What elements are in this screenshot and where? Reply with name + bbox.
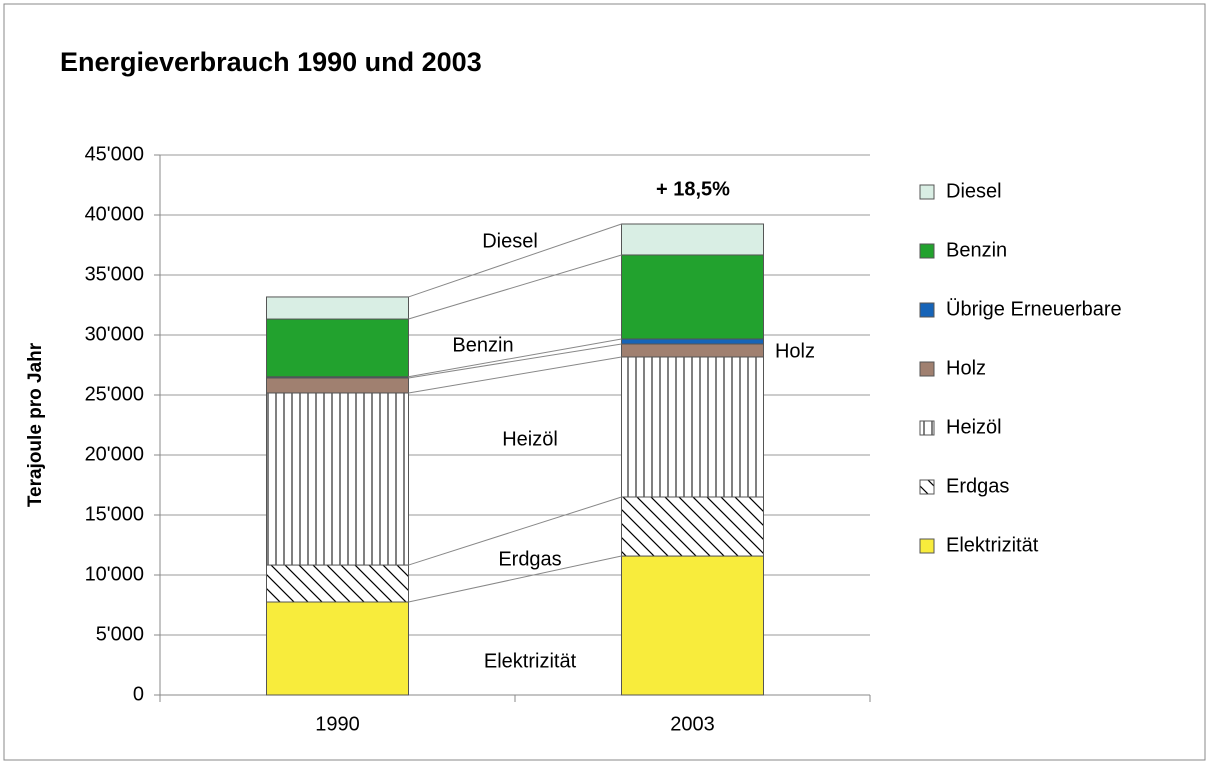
annotation: Benzin xyxy=(452,334,513,356)
frame xyxy=(3,3,1206,761)
annotation: Heizöl xyxy=(502,428,558,450)
y-tick-label: 15'000 xyxy=(85,503,144,525)
connector xyxy=(408,496,622,566)
y-axis-label: Terajoule pro Jahr xyxy=(25,342,46,507)
connector xyxy=(408,338,622,378)
legend-swatch xyxy=(919,479,935,495)
legend-swatch xyxy=(919,538,935,554)
legend-label: Erdgas xyxy=(946,475,1009,497)
connector xyxy=(408,555,622,603)
y-tick-label: 20'000 xyxy=(85,443,144,465)
legend-swatch xyxy=(919,361,935,377)
y-tick-label: 25'000 xyxy=(85,383,144,405)
chart-title: Energieverbrauch 1990 und 2003 xyxy=(60,47,482,77)
bar-segment xyxy=(266,296,409,320)
legend-label: Benzin xyxy=(946,239,1007,261)
bar-segment xyxy=(266,601,409,696)
connector xyxy=(408,356,622,394)
x-tick-label: 1990 xyxy=(315,713,360,735)
bar-segment xyxy=(266,318,409,378)
bar-segment xyxy=(621,343,764,358)
legend-label: Diesel xyxy=(946,180,1002,202)
annotation: Elektrizität xyxy=(484,650,577,672)
annotation: Diesel xyxy=(482,230,538,252)
bar-segment xyxy=(621,496,764,557)
bar-segment xyxy=(621,555,764,696)
bar-segment xyxy=(621,356,764,498)
y-tick-label: 5'000 xyxy=(96,623,144,645)
bar-segment xyxy=(621,254,764,340)
bar-segment xyxy=(266,564,409,603)
bar-segment xyxy=(266,392,409,566)
connector xyxy=(408,223,622,298)
bar-segment xyxy=(621,223,764,256)
legend-label: Holz xyxy=(946,357,986,379)
legend-swatch xyxy=(919,420,935,436)
y-tick-label: 45'000 xyxy=(85,143,144,165)
legend-swatch xyxy=(919,184,935,200)
connector xyxy=(408,343,622,379)
y-tick-label: 30'000 xyxy=(85,323,144,345)
x-tick-label: 2003 xyxy=(670,713,715,735)
y-tick-label: 10'000 xyxy=(85,563,144,585)
annotation: Holz xyxy=(775,340,815,362)
legend-swatch xyxy=(919,302,935,318)
legend-swatch xyxy=(919,243,935,259)
connector xyxy=(408,254,622,320)
y-tick-label: 35'000 xyxy=(85,263,144,285)
bar-segment xyxy=(621,338,764,345)
y-tick-label: 40'000 xyxy=(85,203,144,225)
annotation: Erdgas xyxy=(498,548,561,570)
legend-label: Elektrizität xyxy=(946,534,1039,556)
bar-segment xyxy=(266,377,409,394)
legend-label: Heizöl xyxy=(946,416,1002,438)
annotation: + 18,5% xyxy=(656,178,730,200)
y-tick-label: 0 xyxy=(133,683,144,705)
legend-label: Übrige Erneuerbare xyxy=(946,298,1122,320)
